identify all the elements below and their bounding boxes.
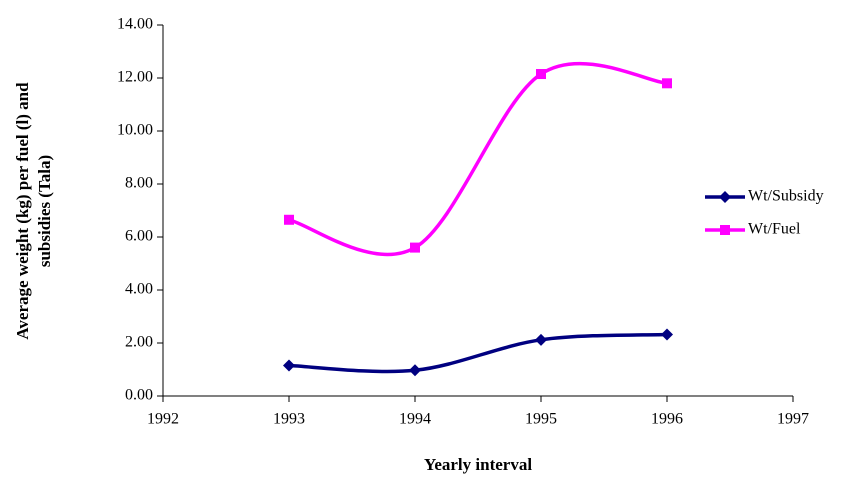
x-tick-label: 1992 <box>147 411 179 428</box>
series-line <box>288 61 668 257</box>
data-point <box>535 333 547 346</box>
data-point <box>284 214 294 225</box>
x-tick-label: 1994 <box>399 411 431 428</box>
legend-marker <box>720 225 730 235</box>
y-tick-label: 2.00 <box>125 334 153 351</box>
y-tick-label: 10.00 <box>117 122 153 139</box>
legend-label: Wt/Subsidy <box>748 188 824 205</box>
data-point <box>283 359 295 372</box>
x-tick-label: 1995 <box>525 411 557 428</box>
data-point <box>662 78 672 89</box>
data-point <box>661 328 673 341</box>
data-point <box>409 364 421 377</box>
y-tick-label: 4.00 <box>125 281 153 298</box>
data-point <box>536 69 546 80</box>
y-axis-label-line: Average weight (kg) per fuel (l) and <box>13 82 32 340</box>
x-tick-label: 1997 <box>777 411 809 428</box>
legend-label: Wt/Fuel <box>748 221 801 238</box>
y-axis-label: Average weight (kg) per fuel (l) and sub… <box>13 82 54 340</box>
x-tick-label: 1996 <box>651 411 683 428</box>
data-point <box>410 242 420 253</box>
y-tick-label: 6.00 <box>125 228 153 245</box>
y-tick-label: 14.00 <box>117 16 153 33</box>
series-line <box>288 332 668 374</box>
legend-marker <box>719 191 731 203</box>
x-axis-label: Yearly interval <box>424 455 532 474</box>
y-tick-label: 0.00 <box>125 387 153 404</box>
y-tick-label: 12.00 <box>117 69 153 86</box>
y-axis-label-line: subsidies (Tala) <box>35 155 54 267</box>
y-tick-label: 8.00 <box>125 175 153 192</box>
x-tick-label: 1993 <box>273 411 305 428</box>
